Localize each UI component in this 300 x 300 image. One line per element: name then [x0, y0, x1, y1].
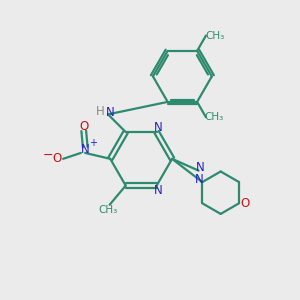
Text: N: N [154, 184, 163, 196]
Text: CH₃: CH₃ [205, 31, 224, 40]
Text: O: O [52, 152, 62, 165]
Text: N: N [106, 106, 115, 119]
Text: N: N [196, 161, 204, 174]
Text: CH₃: CH₃ [205, 112, 224, 122]
Text: H: H [95, 105, 104, 118]
Text: N: N [195, 172, 204, 186]
Text: O: O [240, 197, 250, 210]
Text: N: N [154, 121, 163, 134]
Text: O: O [79, 120, 88, 133]
Text: +: + [88, 138, 97, 148]
Text: CH₃: CH₃ [98, 205, 118, 215]
Text: N: N [81, 143, 90, 157]
Text: −: − [43, 149, 54, 162]
